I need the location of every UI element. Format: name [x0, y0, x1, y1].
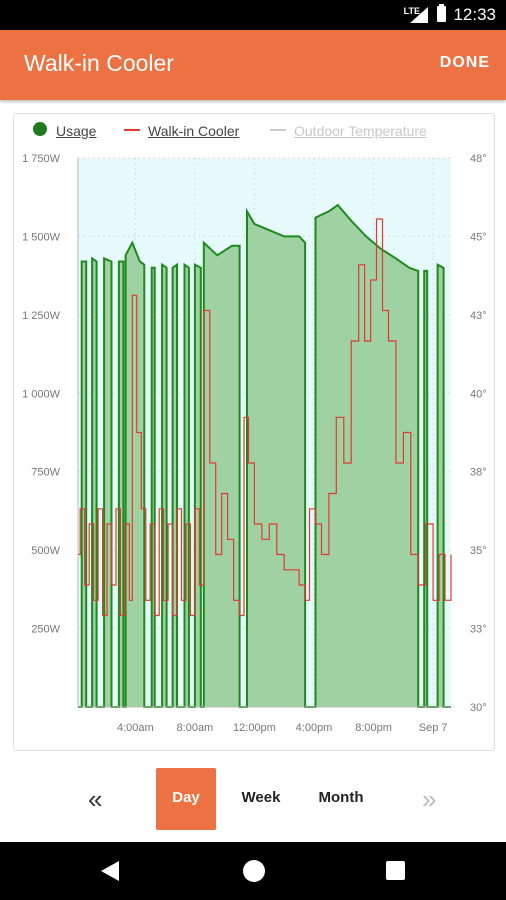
usage-area: [78, 205, 451, 707]
y-right-tick-label: 45°: [470, 231, 487, 243]
tab-week[interactable]: Week: [241, 789, 281, 806]
legend-usage[interactable]: Usage: [56, 123, 97, 139]
x-tick-label: Sep 7: [419, 722, 448, 734]
y-right-tick-label: 43°: [470, 310, 487, 322]
y-left-tick-label: 1 250W: [22, 310, 61, 322]
cooler-temperature-line: [78, 218, 452, 617]
usage-chart[interactable]: 250W 500W 750W 1 000W 1 250W 1 500W 1 750W 30° 3…: [14, 114, 494, 750]
y-right-tick-label: 33°: [470, 624, 487, 636]
y-left-tick-label: 1 500W: [22, 231, 61, 243]
recent-apps-icon[interactable]: [386, 861, 405, 880]
y-left-tick-label: 750W: [31, 467, 60, 479]
period-navigation: « Day Week Month »: [0, 768, 506, 830]
y-left-tick-label: 500W: [31, 545, 60, 557]
y-right-tick-label: 30°: [470, 702, 487, 714]
legend-cooler-marker: [124, 129, 140, 131]
y-right-tick-label: 40°: [470, 388, 487, 400]
legend-usage-marker: [33, 122, 47, 136]
chart-legend: Usage Walk-in Cooler Outdoor Temperature: [14, 114, 494, 148]
x-tick-label: 12:00pm: [233, 722, 276, 734]
legend-outdoor[interactable]: Outdoor Temperature: [294, 123, 427, 139]
y-right-tick-label: 48°: [470, 153, 487, 165]
x-tick-label: 4:00am: [117, 722, 154, 734]
system-navigation-bar: [0, 842, 506, 900]
status-bar: LTE 12:33: [0, 0, 506, 30]
legend-outdoor-marker: [270, 129, 286, 131]
x-tick-label: 8:00pm: [355, 722, 392, 734]
page-title: Walk-in Cooler: [24, 50, 174, 76]
home-icon[interactable]: [243, 860, 265, 882]
tab-month[interactable]: Month: [318, 789, 364, 806]
y-left-tick-label: 250W: [31, 624, 60, 636]
y-right-tick-label: 38°: [470, 467, 487, 479]
y-left-tick-label: 1 000W: [22, 388, 61, 400]
legend-cooler[interactable]: Walk-in Cooler: [148, 123, 240, 139]
next-period-button: »: [422, 784, 437, 814]
previous-period-button[interactable]: «: [88, 784, 103, 814]
tab-day[interactable]: Day: [156, 768, 216, 830]
back-icon[interactable]: [101, 861, 119, 881]
y-right-tick-label: 35°: [470, 545, 487, 557]
battery-icon: [437, 4, 446, 22]
x-tick-label: 8:00am: [177, 722, 214, 734]
done-button[interactable]: DONE: [439, 54, 490, 71]
app-bar: Walk-in Cooler DONE: [0, 30, 506, 100]
signal-icon: [410, 7, 428, 23]
clock: 12:33: [453, 5, 496, 24]
y-left-tick-label: 1 750W: [22, 153, 61, 165]
chart-card: 250W 500W 750W 1 000W 1 250W 1 500W 1 750W 30° 3…: [13, 113, 495, 751]
x-tick-label: 4:00pm: [296, 722, 333, 734]
